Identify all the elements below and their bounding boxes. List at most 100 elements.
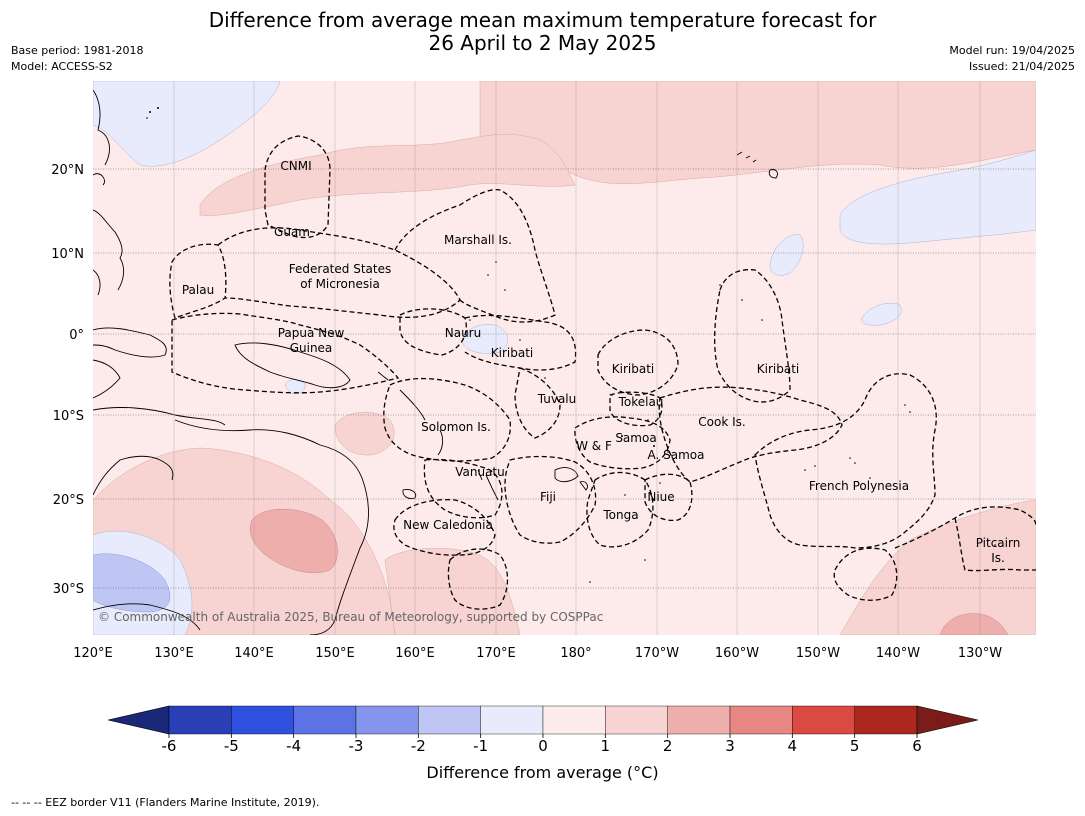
region-label-solomon: Solomon Is.: [421, 420, 491, 434]
eez-pitcairn-south: [833, 547, 898, 601]
colorbar-tick-label: -2: [411, 737, 426, 755]
colorbar-segment: [542, 705, 606, 735]
region-label-kiribati_c: Kiribati: [612, 362, 654, 376]
region-label-samoa: Samoa: [615, 431, 656, 445]
anomaly-warm-west-band: [199, 133, 576, 216]
model-name: Model: ACCESS-S2: [11, 60, 113, 73]
longitude-labels: 120°E 130°E 140°E 150°E 160°E 170°E 180° 170°W 1…: [73, 646, 1002, 661]
anomaly-cool-equatorial: [861, 302, 902, 326]
colorbar-segment: [418, 705, 481, 735]
eez-kiribati-west: [464, 314, 577, 371]
region-label-tuvalu: Tuvalu: [537, 392, 577, 406]
eez-tonga: [586, 471, 654, 548]
lon-tick-label: 160°W: [715, 646, 759, 661]
anomaly-cool-nauru: [461, 324, 508, 354]
region-label-niue: Niue: [647, 490, 674, 504]
lon-tick-label: 170°W: [635, 646, 679, 661]
region-label-kiribati_w: Kiribati: [491, 346, 533, 360]
lat-tick-label: 0°: [69, 328, 84, 343]
region-label-fsm2: of Micronesia: [300, 277, 380, 291]
eez-marshall: [394, 189, 556, 323]
colorbar-tick-label: 5: [850, 737, 860, 755]
colorbar-segment: [854, 705, 918, 735]
lon-tick-label: 160°E: [395, 646, 435, 661]
colorbar-tick-label: -3: [349, 737, 364, 755]
eez-solomon: [383, 377, 511, 462]
colorbar-segment: [355, 705, 419, 735]
anomaly-warm-tasman: [384, 548, 521, 635]
region-label-fsm1: Federated States: [289, 262, 391, 276]
eez-wallis-samoa: [574, 416, 671, 470]
anomaly-cool-png: [284, 379, 306, 394]
eez-fsm: [217, 227, 461, 319]
footnote: -- -- -- EEZ border V11 (Flanders Marine…: [11, 796, 320, 809]
colorbar-segment: [168, 705, 232, 735]
title-line1: Difference from average mean maximum tem…: [208, 8, 877, 32]
colorbar-segment: [792, 705, 855, 735]
anomaly-cool-islet: [769, 234, 804, 276]
region-label-tokelau: Tokelau: [618, 395, 664, 409]
colorbar: -6 -5 -4 -3 -2 -1 0 1 2 3 4 5 6: [107, 705, 979, 755]
region-label-cnmi: CNMI: [280, 159, 311, 173]
region-label-guam: Guam: [274, 225, 310, 239]
colorbar-over-arrow: [916, 705, 979, 735]
colorbar-segment: [605, 705, 668, 735]
region-label-vanuatu: Vanuatu: [455, 465, 505, 479]
region-label-frenchpoly: French Polynesia: [809, 479, 909, 493]
region-label-png1: Papua New: [278, 326, 345, 340]
lon-tick-label: 150°E: [315, 646, 355, 661]
eez-tokelau: [609, 391, 663, 427]
colorbar-segment: [729, 705, 793, 735]
eez-fiji: [504, 455, 597, 544]
eez-pitcairn: [894, 506, 1036, 572]
lon-tick-label: 130°E: [154, 646, 194, 661]
island-dots: [146, 107, 996, 583]
colorbar-segment: [480, 705, 544, 735]
colorbar-tick-label: 2: [663, 737, 673, 755]
colorbar-tick-label: 0: [538, 737, 548, 755]
eez-french-polynesia: [754, 373, 937, 549]
lon-tick-label: 140°E: [234, 646, 274, 661]
region-label-tonga: Tonga: [602, 508, 638, 522]
region-label-nauru: Nauru: [445, 326, 481, 340]
lat-tick-label: 20°S: [53, 493, 84, 508]
region-label-asamoa: A. Samoa: [648, 448, 705, 462]
colorbar-tick-label: 3: [725, 737, 735, 755]
colorbar-segment: [231, 705, 294, 735]
colorbar-tick-label: 4: [788, 737, 798, 755]
colorbar-segments: [168, 705, 918, 735]
region-label-kiribati_e: Kiribati: [757, 362, 799, 376]
colorbar-segment: [293, 705, 357, 735]
eez-new-caledonia: [393, 499, 496, 556]
copyright-notice: © Commonwealth of Australia 2025, Bureau…: [98, 610, 603, 624]
anomaly-warm-core: [249, 508, 338, 574]
region-label-newcal: New Caledonia: [403, 518, 493, 532]
lon-tick-label: 150°W: [796, 646, 840, 661]
anomaly-cool-southwest-core: [93, 553, 171, 613]
region-label-wf: W & F: [576, 439, 612, 453]
lat-tick-label: 10°N: [51, 247, 84, 262]
colorbar-tick-label: 1: [601, 737, 611, 755]
lat-tick-label: 20°N: [51, 163, 84, 178]
colorbar-tick-label: -1: [473, 737, 488, 755]
lat-tick-label: 30°S: [53, 582, 84, 597]
eez-nauru: [399, 308, 467, 356]
colorbar-label: Difference from average (°C): [426, 763, 659, 782]
colorbar-tick-label: 6: [912, 737, 922, 755]
model-run: Model run: 19/04/2025: [949, 44, 1075, 57]
colorbar-segment: [667, 705, 731, 735]
base-period: Base period: 1981-2018: [11, 44, 144, 57]
anomaly-warm-core-se: [939, 613, 1009, 635]
region-label-palau: Palau: [182, 283, 214, 297]
issued-date: Issued: 21/04/2025: [968, 60, 1075, 73]
colorbar-tick-label: -6: [162, 737, 177, 755]
eez-vanuatu: [423, 458, 503, 519]
colorbar-under-arrow: [107, 705, 170, 735]
title-line2: 26 April to 2 May 2025: [428, 31, 657, 55]
eez-png: [171, 312, 400, 394]
anomaly-cool-northwest: [93, 81, 281, 167]
eez-norfolk: [447, 548, 509, 610]
region-label-pitcairn2: Is.: [991, 551, 1005, 565]
lon-tick-label: 120°E: [73, 646, 113, 661]
